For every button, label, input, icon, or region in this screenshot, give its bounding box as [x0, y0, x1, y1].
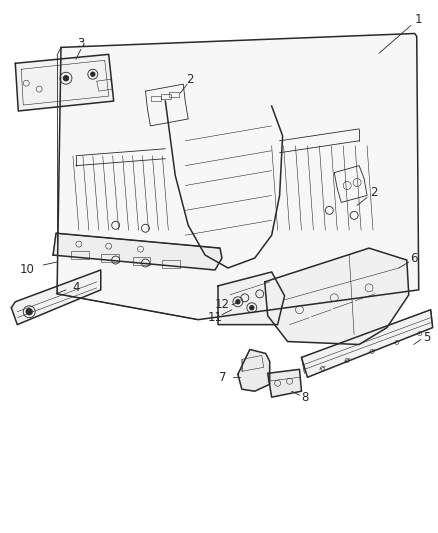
Bar: [101, 254, 119, 262]
Bar: [170, 92, 179, 97]
Polygon shape: [11, 270, 101, 325]
Circle shape: [26, 309, 32, 314]
Text: 3: 3: [77, 37, 85, 50]
Text: 6: 6: [410, 252, 417, 264]
Circle shape: [64, 76, 68, 80]
Text: 8: 8: [301, 391, 308, 403]
Circle shape: [250, 306, 254, 310]
Polygon shape: [53, 233, 222, 270]
Text: 1: 1: [415, 13, 423, 26]
Text: 5: 5: [423, 331, 431, 344]
Polygon shape: [268, 369, 301, 397]
Polygon shape: [57, 34, 419, 320]
Text: 2: 2: [187, 72, 194, 86]
Text: 7: 7: [219, 371, 227, 384]
Text: 2: 2: [370, 186, 378, 199]
Bar: [161, 94, 171, 99]
Text: 4: 4: [72, 281, 80, 294]
Text: 11: 11: [208, 311, 223, 324]
Polygon shape: [265, 248, 409, 344]
Circle shape: [91, 72, 95, 76]
Circle shape: [236, 300, 240, 304]
Bar: [133, 257, 150, 265]
Text: 10: 10: [20, 263, 35, 277]
Bar: [162, 260, 180, 268]
Polygon shape: [15, 54, 114, 111]
Polygon shape: [218, 272, 285, 325]
Polygon shape: [238, 350, 270, 391]
Polygon shape: [301, 310, 433, 377]
Bar: [152, 96, 161, 101]
Text: 12: 12: [215, 298, 230, 311]
Bar: [71, 251, 89, 259]
